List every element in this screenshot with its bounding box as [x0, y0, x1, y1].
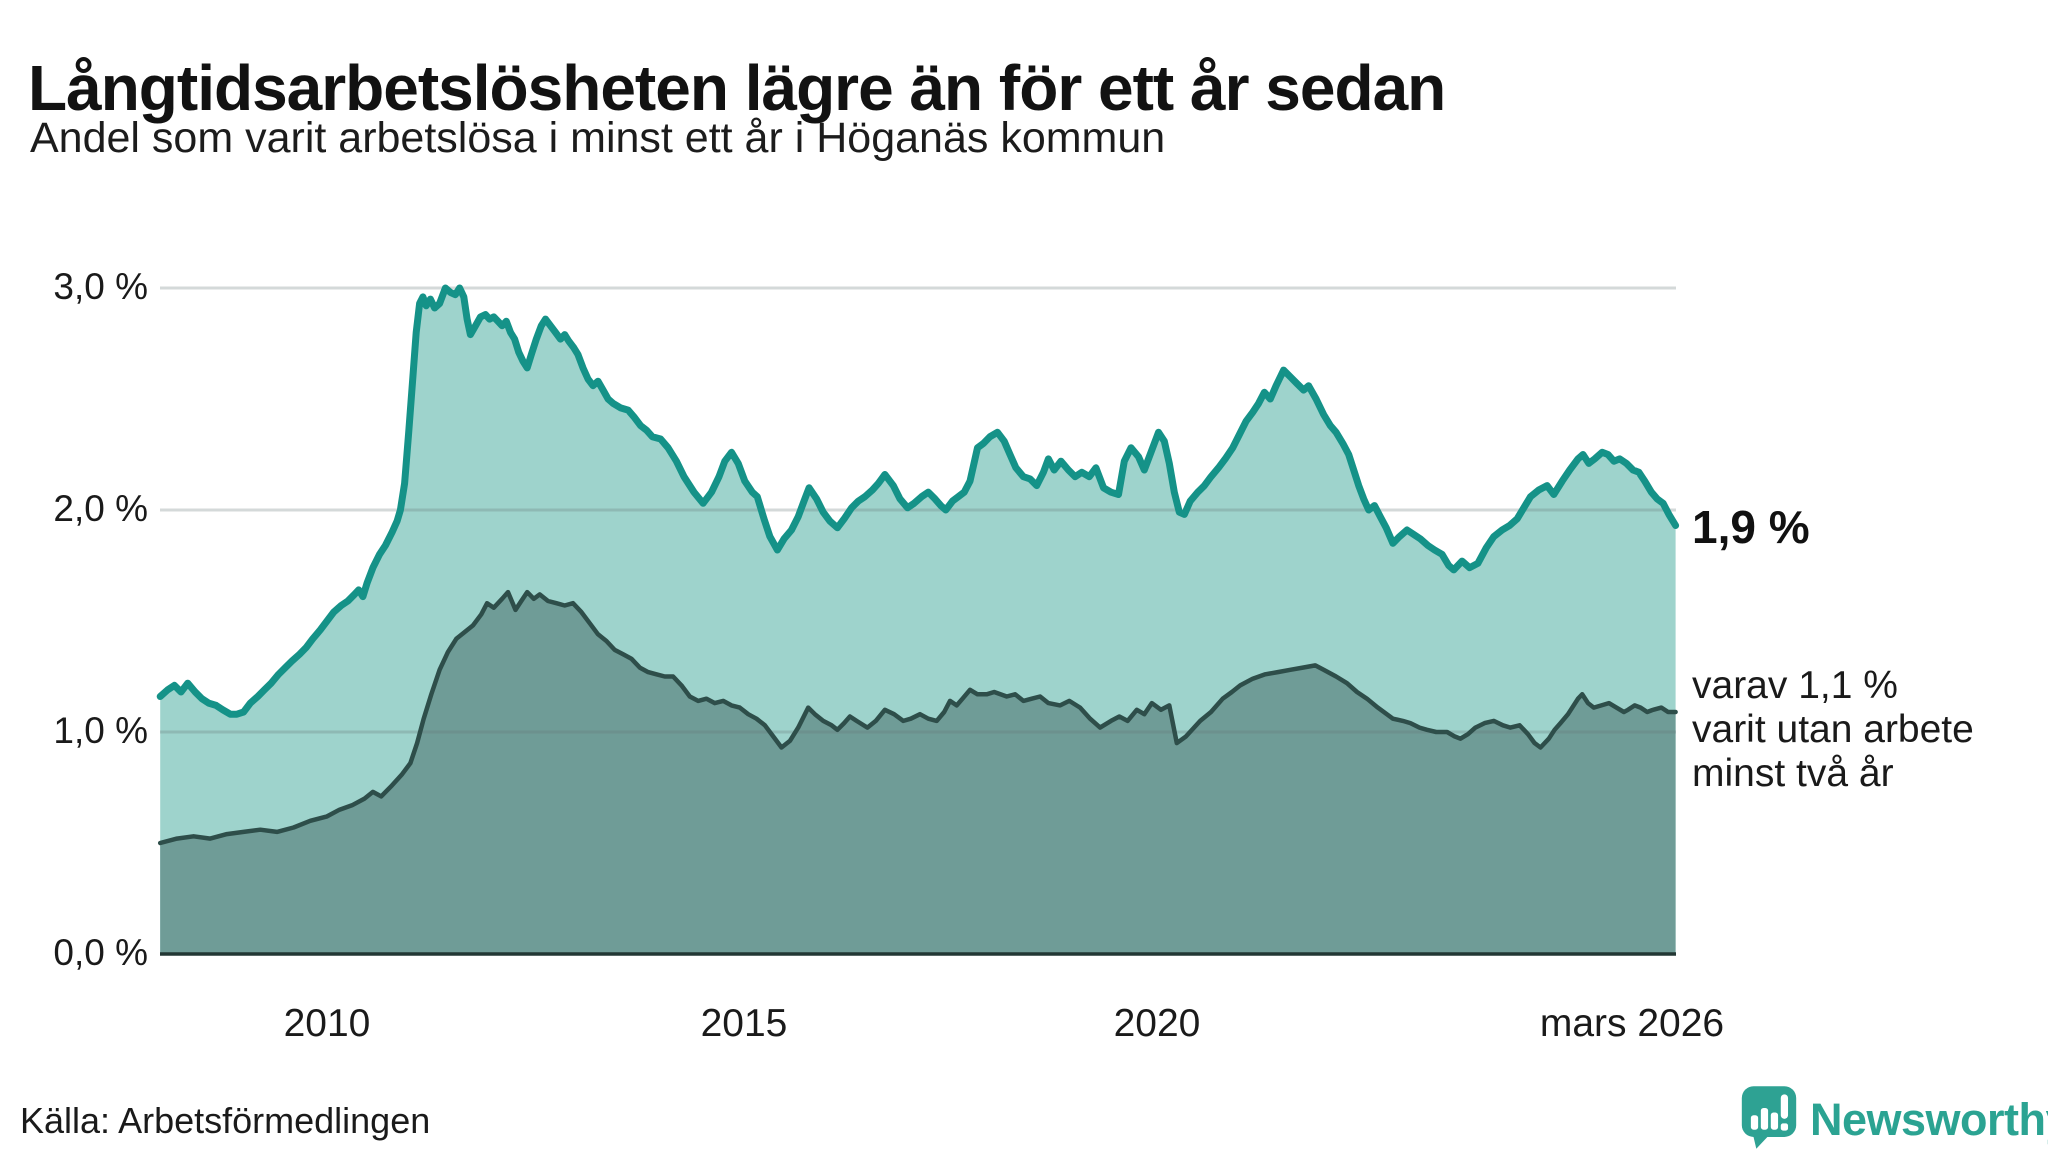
annotation-line-2: varit utan arbete: [1692, 708, 1974, 751]
y-axis-tick-3: 3,0 %: [53, 266, 148, 308]
end-value-label: 1,9 %: [1692, 501, 1810, 553]
x-axis-tick-mars-2026: mars 2026: [1539, 1002, 1725, 1045]
series-line-one-year: [156, 284, 1680, 718]
x-axis-tick-2015: 2015: [700, 1002, 788, 1045]
y-axis-tick-1: 1,0 %: [53, 710, 148, 752]
newsworthy-logo-text: Newsworthy: [1810, 1094, 2048, 1145]
x-axis-tick-2020: 2020: [1113, 1002, 1201, 1045]
series-line-two-years: [157, 589, 1678, 846]
gridlines: [160, 286, 1676, 734]
secondary-series-annotation: varav 1,1 % varit utan arbete minst två …: [1692, 664, 1974, 796]
y-axis-tick-0: 0,0 %: [53, 932, 148, 974]
annotation-line-1: varav 1,1 %: [1692, 664, 1898, 707]
newsworthy-chart-bubble-icon: [1741, 1086, 1797, 1149]
source-note: Källa: Arbetsförmedlingen: [20, 1100, 431, 1141]
page-subtitle: Andel som varit arbetslösa i minst ett å…: [30, 114, 1166, 162]
annotation-line-3: minst två år: [1692, 752, 1894, 795]
newsworthy-logo: Newsworthy: [1740, 1084, 2048, 1150]
y-axis-tick-2: 2,0 %: [53, 488, 148, 530]
x-axis-tick-2010: 2010: [283, 1002, 371, 1045]
series-area-two-years: [160, 592, 1676, 954]
page-title: Långtidsarbetslösheten lägre än för ett …: [28, 51, 1446, 124]
